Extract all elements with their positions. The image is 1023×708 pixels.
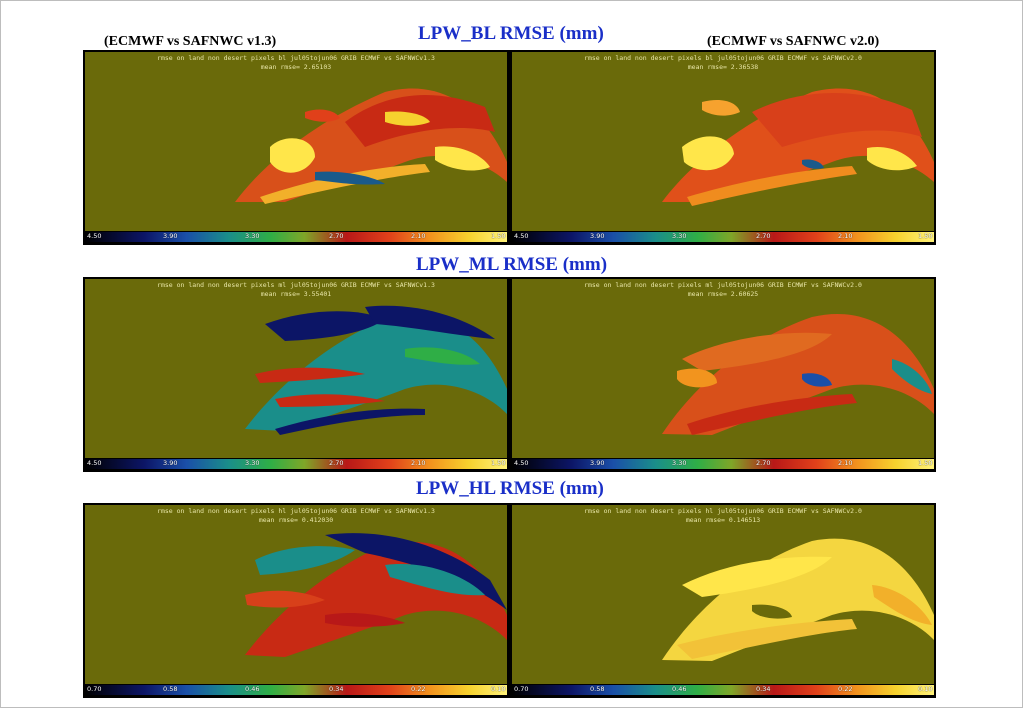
colorbar-tick: 2.70	[756, 459, 771, 467]
colorbar-tick: 4.50	[87, 459, 102, 467]
hl-v13-colorbar: 0.70 0.58 0.46 0.34 0.22 0.10	[85, 684, 507, 696]
colorbar-tick: 1.50	[918, 232, 933, 240]
colorbar-tick: 2.70	[329, 459, 344, 467]
colorbar-tick: 2.70	[756, 232, 771, 240]
ml-v20-header-line2: mean rmse= 2.60625	[687, 290, 759, 298]
colorbar-tick: 0.10	[491, 685, 506, 693]
colorbar-tick: 0.10	[918, 685, 933, 693]
colorbar-tick: 3.90	[163, 232, 178, 240]
colorbar-tick: 1.50	[918, 459, 933, 467]
hl-v13-header-line2: mean rmse= 0.412030	[258, 516, 334, 524]
hl-v20-panel: rmse on land non desert pixels hl jul05t…	[512, 505, 934, 696]
hl-v20-colorbar: 0.70 0.58 0.46 0.34 0.22 0.10	[512, 684, 934, 696]
colorbar-tick: 0.58	[163, 685, 178, 693]
colorbar-tick: 3.90	[163, 459, 178, 467]
ml-v13-header-line1: rmse on land non desert pixels ml jul05t…	[157, 281, 435, 289]
hl-row: rmse on land non desert pixels hl jul05t…	[83, 503, 936, 698]
ml-v20-colorbar: 4.50 3.90 3.30 2.70 2.10 1.50	[512, 458, 934, 470]
colorbar-tick: 2.10	[411, 459, 426, 467]
colorbar-tick: 2.10	[411, 232, 426, 240]
colorbar-tick: 0.34	[329, 685, 344, 693]
bl-v13-panel: rmse on land non desert pixels bl jul05t…	[85, 52, 507, 243]
colorbar-tick: 2.70	[329, 232, 344, 240]
colorbar-tick: 3.30	[245, 232, 260, 240]
colorbar-tick: 0.22	[411, 685, 426, 693]
left-column-label: (ECMWF vs SAFNWC v1.3)	[104, 34, 277, 49]
colorbar-tick: 0.34	[756, 685, 771, 693]
ml-v13-colorbar: 4.50 3.90 3.30 2.70 2.10 1.50	[85, 458, 507, 470]
bl-v20-colorbar: 4.50 3.90 3.30 2.70 2.10 1.50	[512, 231, 934, 243]
colorbar-tick: 0.46	[672, 685, 687, 693]
ml-row: rmse on land non desert pixels ml jul05t…	[83, 277, 936, 472]
hl-v13-map	[245, 533, 507, 657]
hl-v13-header-line1: rmse on land non desert pixels hl jul05t…	[157, 507, 435, 515]
bl-v20-map	[662, 88, 934, 206]
hl-title: LPW_HL RMSE (mm)	[416, 478, 604, 499]
ml-v13-panel: rmse on land non desert pixels ml jul05t…	[85, 279, 507, 470]
ml-v13-header-line2: mean rmse= 3.55401	[260, 290, 332, 298]
bl-v13-header-line2: mean rmse= 2.65103	[260, 63, 332, 71]
colorbar-tick: 3.30	[672, 459, 687, 467]
colorbar-tick: 4.50	[87, 232, 102, 240]
ml-v20-panel: rmse on land non desert pixels ml jul05t…	[512, 279, 934, 470]
colorbar-tick: 3.30	[672, 232, 687, 240]
hl-v20-header-line1: rmse on land non desert pixels hl jul05t…	[584, 507, 862, 515]
ml-v13-map	[245, 305, 507, 435]
colorbar-tick: 1.50	[491, 232, 506, 240]
colorbar-tick: 2.10	[838, 459, 853, 467]
ml-v20-header-line1: rmse on land non desert pixels ml jul05t…	[584, 281, 862, 289]
bl-v20-panel: rmse on land non desert pixels bl jul05t…	[512, 52, 934, 243]
colorbar-tick: 3.30	[245, 459, 260, 467]
bl-v13-header-line1: rmse on land non desert pixels bl jul05t…	[157, 54, 435, 62]
bl-title: LPW_BL RMSE (mm)	[418, 23, 604, 44]
hl-v13-panel: rmse on land non desert pixels hl jul05t…	[85, 505, 507, 696]
bl-row: rmse on land non desert pixels bl jul05t…	[83, 50, 936, 245]
colorbar-tick: 4.50	[514, 459, 529, 467]
bl-v20-header-line2: mean rmse= 2.36538	[687, 63, 759, 71]
colorbar-tick: 3.90	[590, 459, 605, 467]
colorbar-tick: 4.50	[514, 232, 529, 240]
colorbar-tick: 0.70	[87, 685, 102, 693]
colorbar-tick: 0.70	[514, 685, 529, 693]
bl-v20-header-line1: rmse on land non desert pixels bl jul05t…	[584, 54, 862, 62]
ml-v20-map	[662, 313, 934, 435]
right-column-label: (ECMWF vs SAFNWC v2.0)	[707, 34, 880, 49]
colorbar-tick: 0.58	[590, 685, 605, 693]
colorbar-tick: 0.22	[838, 685, 853, 693]
hl-v20-header-line2: mean rmse= 0.146513	[685, 516, 761, 524]
colorbar-tick: 3.90	[590, 232, 605, 240]
hl-v20-map	[662, 538, 934, 661]
colorbar-tick: 1.50	[491, 459, 506, 467]
bl-v13-colorbar: 4.50 3.90 3.30 2.70 2.10 1.50	[85, 231, 507, 243]
ml-title: LPW_ML RMSE (mm)	[416, 254, 608, 275]
colorbar-tick: 0.46	[245, 685, 260, 693]
bl-v13-map	[235, 88, 507, 204]
colorbar-tick: 2.10	[838, 232, 853, 240]
